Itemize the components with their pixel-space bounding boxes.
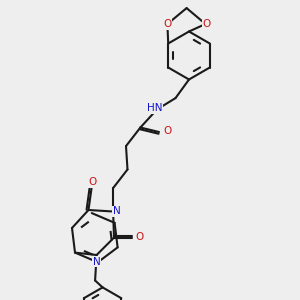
Text: O: O	[163, 126, 172, 136]
Text: O: O	[163, 19, 172, 29]
Text: N: N	[93, 256, 101, 267]
Text: O: O	[135, 232, 144, 242]
Text: O: O	[203, 19, 211, 29]
Text: N: N	[113, 206, 121, 217]
Text: HN: HN	[147, 103, 162, 113]
Text: O: O	[89, 177, 97, 187]
